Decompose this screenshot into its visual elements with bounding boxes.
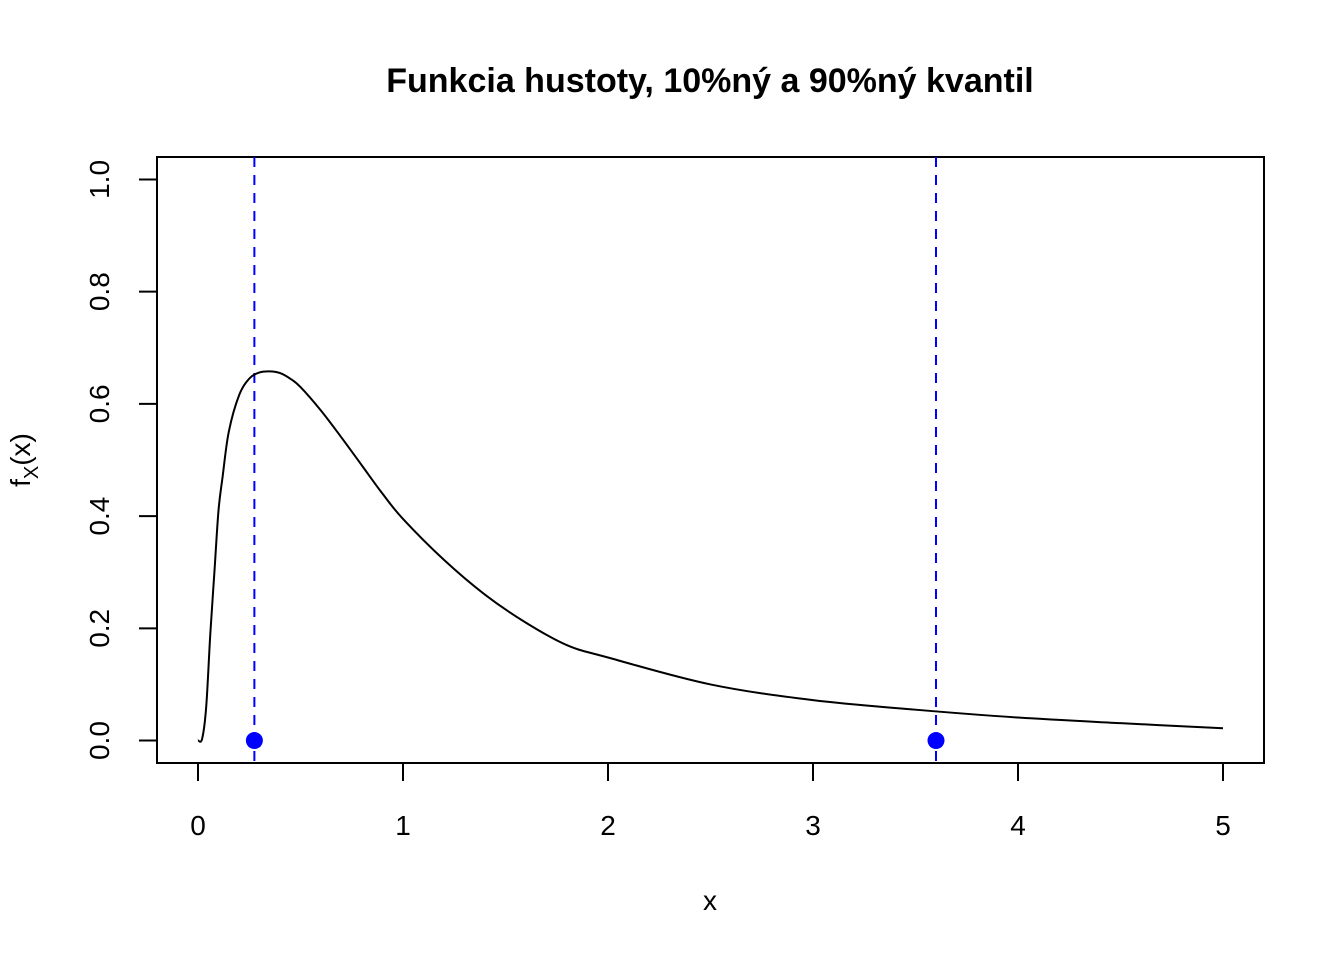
y-axis-label-subscript: X	[21, 466, 43, 479]
y-tick-label: 0.0	[84, 721, 115, 760]
chart-title: Funkcia hustoty, 10%ný a 90%ný kvantil	[386, 62, 1033, 100]
x-axis: 0 1 2 3 4 5	[190, 762, 1231, 841]
x-tick-label: 2	[600, 810, 616, 841]
y-tick-label: 0.2	[84, 609, 115, 648]
series-layer	[197, 370, 1224, 743]
y-axis-label: fX(x)	[5, 433, 43, 487]
quantile-points	[245, 732, 945, 750]
plot-frame	[156, 156, 1265, 764]
y-tick-label: 1.0	[84, 160, 115, 199]
y-axis: 0.0 0.2 0.4 0.6 0.8 1.0	[84, 160, 158, 760]
quantile-point	[245, 732, 263, 750]
y-tick-label: 0.4	[84, 497, 115, 536]
density-curve	[197, 370, 1224, 743]
quantile-lines	[253, 157, 937, 763]
x-axis-label: x	[703, 885, 717, 916]
x-tick-label: 5	[1215, 810, 1231, 841]
y-tick-label: 0.8	[84, 272, 115, 311]
y-axis-label-main: f	[5, 479, 36, 487]
x-tick-label: 1	[395, 810, 411, 841]
y-axis-label-arg: (x)	[5, 433, 36, 466]
x-tick-label: 3	[805, 810, 821, 841]
quantile-point	[927, 732, 945, 750]
y-tick-label: 0.6	[84, 384, 115, 423]
x-tick-label: 0	[190, 810, 206, 841]
x-tick-label: 4	[1010, 810, 1026, 841]
